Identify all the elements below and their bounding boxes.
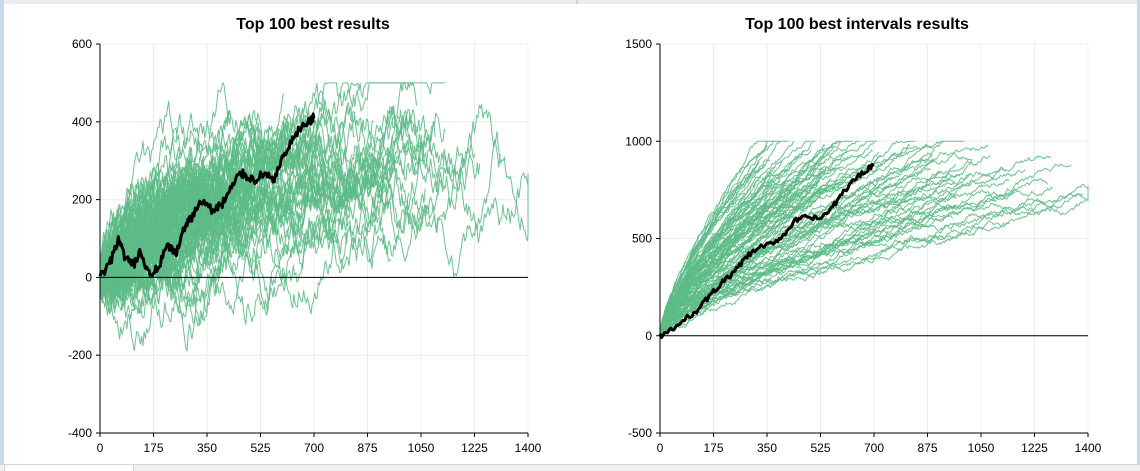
bundle-series-right-98 bbox=[659, 154, 882, 334]
bundle-series-left-49 bbox=[99, 143, 325, 320]
bundle-series-right-50 bbox=[659, 140, 964, 335]
bundle-series-left-58 bbox=[99, 139, 467, 329]
bundle-series-right-95 bbox=[659, 145, 834, 336]
bundle-series-right-74 bbox=[659, 148, 936, 335]
chart-title-right: Top 100 best intervals results bbox=[745, 16, 969, 33]
bundle-series-right-31 bbox=[659, 140, 775, 335]
y-tick-label-right-3: 1000 bbox=[625, 134, 652, 148]
x-tick-label-right-0: 0 bbox=[657, 441, 664, 455]
bundle-series-right-78 bbox=[659, 155, 991, 337]
x-tick-label-left-4: 700 bbox=[304, 441, 324, 455]
x-tick-label-left-8: 1400 bbox=[515, 441, 542, 455]
bundle-series-right-79 bbox=[659, 189, 1016, 337]
bundle-series-right-83 bbox=[659, 193, 1087, 337]
bottom-tab-active[interactable] bbox=[4, 465, 134, 471]
chart-title-left: Top 100 best results bbox=[236, 16, 390, 33]
window-frame-top bbox=[0, 0, 1140, 4]
bundle-series-right-52 bbox=[659, 178, 1010, 335]
x-tick-label-right-4: 700 bbox=[864, 441, 884, 455]
bundle-series-left-92 bbox=[99, 186, 191, 282]
bundle-series-left-95 bbox=[99, 218, 216, 295]
bundle-series-right-91 bbox=[659, 150, 804, 337]
bundle-series-left-86 bbox=[99, 82, 412, 278]
x-tick-label-right-8: 1400 bbox=[1075, 441, 1102, 455]
y-tick-label-left-2: 0 bbox=[85, 270, 92, 284]
bundle-series-right-23 bbox=[659, 222, 1010, 338]
bundle-series-right-99 bbox=[659, 177, 894, 335]
bundle-series-left-81 bbox=[99, 120, 374, 319]
bundle-series-left-91 bbox=[99, 217, 177, 300]
x-tick-label-left-3: 525 bbox=[250, 441, 270, 455]
bundle-series-right-54 bbox=[659, 163, 1072, 337]
bundle-series-right-82 bbox=[659, 193, 1084, 338]
highlight-series-left bbox=[98, 112, 316, 277]
x-tick-label-left-2: 350 bbox=[197, 441, 217, 455]
bundle-series-left-85 bbox=[99, 82, 445, 298]
bundle-series-left-72 bbox=[99, 154, 252, 302]
bundle-series-left-98 bbox=[99, 207, 219, 299]
x-tick-label-right-5: 875 bbox=[917, 441, 937, 455]
y-tick-label-right-0: -500 bbox=[628, 426, 652, 440]
bundle-series-right-75 bbox=[659, 178, 956, 336]
x-tick-label-left-7: 1225 bbox=[461, 441, 488, 455]
y-tick-label-left-1: -200 bbox=[68, 348, 92, 362]
y-tick-label-left-4: 400 bbox=[72, 115, 92, 129]
x-tick-label-right-1: 175 bbox=[703, 441, 723, 455]
x-tick-label-right-7: 1225 bbox=[1021, 441, 1048, 455]
y-tick-label-right-4: 1500 bbox=[625, 37, 652, 51]
x-tick-label-left-6: 1050 bbox=[408, 441, 435, 455]
bundle-series-right-69 bbox=[659, 140, 860, 337]
bundle-series-left-89 bbox=[99, 168, 529, 297]
bundle-series-left-61 bbox=[99, 230, 178, 314]
window-frame-left bbox=[0, 0, 4, 471]
bottom-tab-strip bbox=[0, 464, 1140, 471]
y-tick-label-left-3: 200 bbox=[72, 193, 92, 207]
highlight-series-right bbox=[658, 163, 875, 339]
y-tick-label-right-2: 500 bbox=[632, 232, 652, 246]
x-tick-label-left-1: 175 bbox=[143, 441, 163, 455]
bundle-series-right-89 bbox=[659, 140, 795, 334]
x-tick-label-right-3: 525 bbox=[810, 441, 830, 455]
bundle-series-right-94 bbox=[659, 167, 825, 335]
bundle-series-left-65 bbox=[99, 100, 200, 277]
bundle-series-right-81 bbox=[659, 178, 1049, 338]
y-tick-label-left-0: -400 bbox=[68, 426, 92, 440]
x-tick-label-left-0: 0 bbox=[97, 441, 104, 455]
x-tick-label-left-5: 875 bbox=[357, 441, 377, 455]
y-tick-label-left-5: 600 bbox=[72, 37, 92, 51]
panel-splitter[interactable] bbox=[576, 0, 578, 4]
x-tick-label-right-6: 1050 bbox=[968, 441, 995, 455]
x-tick-label-right-2: 350 bbox=[757, 441, 777, 455]
bundle-series-left-96 bbox=[99, 140, 217, 278]
bundle-series-left-76 bbox=[99, 160, 278, 308]
bundle-series-left-99 bbox=[99, 150, 237, 289]
window-frame-right bbox=[1137, 0, 1140, 471]
bundle-series-right-48 bbox=[659, 140, 944, 336]
y-tick-label-right-1: 0 bbox=[645, 329, 652, 343]
